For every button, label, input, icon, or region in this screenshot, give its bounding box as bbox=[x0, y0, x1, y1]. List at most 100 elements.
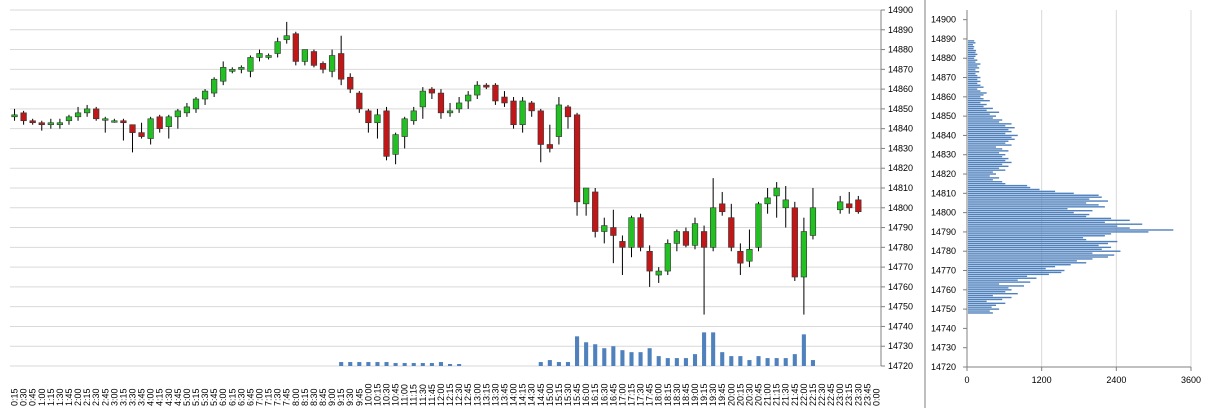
time-tick-label: 8:00 bbox=[291, 388, 301, 406]
time-tick-label: 20:15 bbox=[735, 383, 745, 406]
candle-body bbox=[265, 55, 272, 58]
profile-bar bbox=[968, 44, 973, 46]
time-tick-label: 6:30 bbox=[236, 388, 246, 406]
profile-bar bbox=[968, 306, 992, 308]
profile-bar bbox=[968, 117, 993, 119]
candle-body bbox=[47, 122, 54, 126]
volume-bar bbox=[683, 358, 688, 366]
volume-profile-chart: 14720 14730 14740 14750 14760 14770 14780 14790… bbox=[931, 10, 1201, 385]
candle-body bbox=[220, 67, 227, 82]
price-axis-ticks: 14720 14730 14740 14750 14760 14770 14780 14790… bbox=[881, 5, 913, 371]
volume-bar bbox=[738, 356, 743, 366]
profile-bar bbox=[968, 246, 1112, 249]
profile-bar bbox=[968, 304, 996, 306]
profile-volume-tick-label: 3600 bbox=[1181, 375, 1201, 385]
candle-body bbox=[211, 78, 218, 94]
time-tick-label: 10:30 bbox=[382, 383, 392, 406]
profile-volume-ticks: 0 1200 2400 3600 bbox=[964, 367, 1201, 385]
candle-body bbox=[483, 84, 490, 88]
profile-bar bbox=[968, 206, 1105, 208]
time-tick-label: 1:00 bbox=[37, 388, 47, 406]
candle-body bbox=[274, 41, 281, 54]
time-tick-label: 16:30 bbox=[599, 383, 609, 406]
time-tick-label: 12:00 bbox=[436, 383, 446, 406]
candle-body bbox=[238, 67, 245, 70]
volume-bar bbox=[602, 348, 607, 366]
candle-body bbox=[691, 223, 699, 246]
time-axis-ticks: 0:15 0:30 0:45 1:00 1:15 1:30 1:45 2:00 2:15 2:30… bbox=[10, 383, 882, 406]
candle-body bbox=[592, 191, 599, 232]
profile-price-tick-label: 14740 bbox=[931, 323, 956, 333]
candle-body bbox=[120, 120, 127, 124]
profile-bar bbox=[968, 144, 1012, 146]
profile-bar bbox=[968, 47, 974, 50]
profile-bar bbox=[968, 45, 975, 48]
candle-body bbox=[510, 100, 517, 126]
price-tick-label: 14880 bbox=[888, 45, 913, 55]
time-tick-label: 6:00 bbox=[218, 388, 228, 406]
time-tick-label: 22:30 bbox=[817, 383, 827, 406]
profile-bar bbox=[968, 123, 1012, 125]
profile-bar bbox=[968, 107, 993, 110]
volume-bar bbox=[692, 354, 698, 366]
candle-body bbox=[292, 33, 299, 62]
time-tick-label: 15:00 bbox=[545, 383, 555, 406]
price-tick-label: 14780 bbox=[888, 242, 913, 252]
candle-body bbox=[564, 106, 572, 118]
time-tick-label: 16:45 bbox=[608, 383, 618, 406]
profile-bar bbox=[968, 140, 1009, 142]
profile-bar bbox=[968, 250, 1121, 252]
profile-bar bbox=[968, 128, 1009, 131]
profile-bar bbox=[968, 223, 1143, 225]
profile-bar bbox=[968, 267, 1046, 270]
time-tick-label: 20:00 bbox=[726, 383, 736, 406]
time-tick-label: 17:00 bbox=[617, 383, 627, 406]
candle-body bbox=[419, 90, 426, 108]
profile-bar bbox=[968, 57, 975, 59]
time-tick-label: 14:30 bbox=[527, 383, 537, 406]
profile-bar bbox=[968, 231, 1149, 233]
time-tick-label: 8:15 bbox=[300, 388, 310, 406]
volume-bar bbox=[747, 360, 752, 366]
profile-bar bbox=[968, 188, 1040, 191]
profile-bar bbox=[968, 127, 1015, 129]
profile-bar bbox=[968, 252, 1093, 254]
profile-bar bbox=[968, 61, 976, 63]
price-tick-label: 14860 bbox=[888, 84, 913, 94]
candle-body bbox=[56, 122, 64, 126]
volume-bar bbox=[611, 346, 616, 366]
price-tick-label: 14900 bbox=[888, 5, 913, 15]
profile-bar bbox=[968, 298, 1003, 301]
profile-bar bbox=[968, 211, 1074, 214]
profile-price-tick-label: 14820 bbox=[931, 169, 956, 179]
candle-body bbox=[201, 90, 209, 100]
candle-body bbox=[11, 114, 18, 118]
candle-body bbox=[474, 84, 481, 96]
time-tick-label: 4:00 bbox=[146, 388, 156, 406]
profile-bar bbox=[968, 111, 1000, 113]
profile-bar bbox=[968, 130, 1012, 133]
profile-price-tick-label: 14770 bbox=[931, 266, 956, 276]
time-tick-label: 21:00 bbox=[763, 383, 773, 406]
candle-body bbox=[29, 120, 36, 124]
profile-bar bbox=[968, 109, 987, 112]
profile-bar bbox=[968, 196, 1102, 198]
price-tick-label: 14760 bbox=[888, 282, 913, 292]
profile-bar bbox=[968, 173, 996, 175]
candle-body bbox=[20, 112, 27, 122]
profile-bar bbox=[968, 233, 1112, 235]
profile-price-tick-label: 14800 bbox=[931, 208, 956, 218]
candle-body bbox=[837, 201, 844, 211]
time-tick-label: 4:45 bbox=[173, 388, 183, 406]
time-tick-label: 15:30 bbox=[563, 383, 573, 406]
time-tick-label: 23:45 bbox=[862, 383, 872, 406]
time-tick-label: 19:30 bbox=[708, 383, 718, 406]
profile-volume-tick-label: 0 bbox=[964, 375, 969, 385]
profile-bar bbox=[968, 152, 1000, 154]
candle-body bbox=[356, 92, 363, 110]
profile-volume-tick-label: 2400 bbox=[1106, 375, 1126, 385]
profile-bar bbox=[968, 69, 976, 71]
volume-bar bbox=[366, 362, 371, 366]
volume-bar bbox=[556, 362, 561, 366]
time-tick-label: 21:30 bbox=[781, 383, 791, 406]
